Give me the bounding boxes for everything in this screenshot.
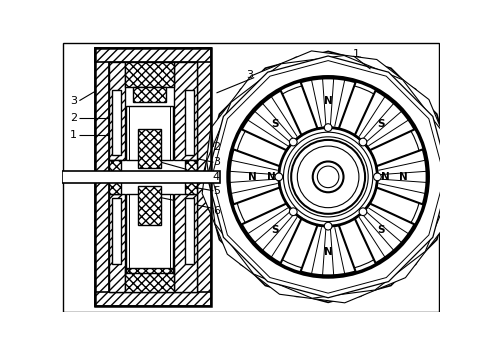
Circle shape [324, 124, 332, 131]
Circle shape [228, 77, 428, 277]
Polygon shape [203, 51, 454, 302]
Text: 4: 4 [213, 172, 220, 182]
Text: N: N [267, 172, 275, 182]
Text: 1: 1 [353, 49, 360, 59]
Polygon shape [133, 87, 167, 102]
Polygon shape [301, 225, 356, 276]
Bar [126, 106, 172, 160]
Polygon shape [138, 186, 161, 225]
Polygon shape [355, 204, 415, 263]
Polygon shape [212, 61, 444, 293]
Bar [109, 62, 197, 292]
Polygon shape [125, 268, 174, 292]
Circle shape [290, 208, 297, 216]
Polygon shape [197, 48, 211, 306]
Circle shape [373, 173, 381, 181]
Polygon shape [355, 91, 415, 150]
Text: 1: 1 [70, 130, 77, 140]
Bar [63, 171, 220, 183]
Text: N: N [324, 97, 333, 106]
Polygon shape [95, 48, 211, 62]
Circle shape [291, 140, 365, 214]
Circle shape [359, 138, 367, 146]
Polygon shape [202, 51, 454, 303]
Circle shape [359, 208, 367, 216]
Polygon shape [174, 194, 197, 292]
Polygon shape [242, 204, 301, 263]
Polygon shape [95, 292, 211, 306]
Bar [112, 90, 121, 155]
Polygon shape [230, 150, 280, 204]
Text: 2: 2 [70, 113, 77, 123]
Text: 6: 6 [213, 206, 220, 216]
Text: N: N [381, 172, 390, 182]
Circle shape [275, 173, 283, 181]
Bar [185, 90, 194, 155]
Text: 3: 3 [70, 95, 77, 106]
Polygon shape [242, 91, 301, 150]
Polygon shape [109, 194, 125, 292]
Text: N: N [248, 172, 257, 182]
Bar [129, 106, 170, 160]
Bar [112, 198, 121, 264]
Text: S: S [271, 119, 278, 128]
Bar [126, 194, 172, 273]
Polygon shape [174, 62, 197, 160]
Text: S: S [378, 119, 385, 128]
Polygon shape [185, 160, 197, 172]
Circle shape [313, 161, 343, 192]
Text: 3: 3 [213, 157, 220, 167]
Text: S: S [378, 225, 385, 235]
Text: N: N [399, 172, 408, 182]
Polygon shape [301, 78, 356, 129]
Polygon shape [109, 181, 121, 194]
Polygon shape [109, 62, 125, 160]
Polygon shape [376, 150, 427, 204]
Polygon shape [207, 55, 449, 298]
Text: 5: 5 [213, 186, 220, 196]
Polygon shape [138, 129, 161, 168]
Circle shape [324, 222, 332, 230]
Polygon shape [109, 160, 121, 172]
Polygon shape [95, 48, 109, 306]
Polygon shape [125, 62, 174, 87]
Text: 2: 2 [213, 142, 220, 152]
Polygon shape [207, 56, 449, 298]
Text: N: N [324, 247, 333, 257]
Polygon shape [185, 181, 197, 194]
Bar [185, 198, 194, 264]
Bar [95, 48, 211, 306]
Circle shape [290, 138, 297, 146]
Text: S: S [271, 225, 278, 235]
Text: 3: 3 [246, 70, 253, 80]
Bar [129, 194, 170, 273]
Polygon shape [208, 57, 448, 297]
